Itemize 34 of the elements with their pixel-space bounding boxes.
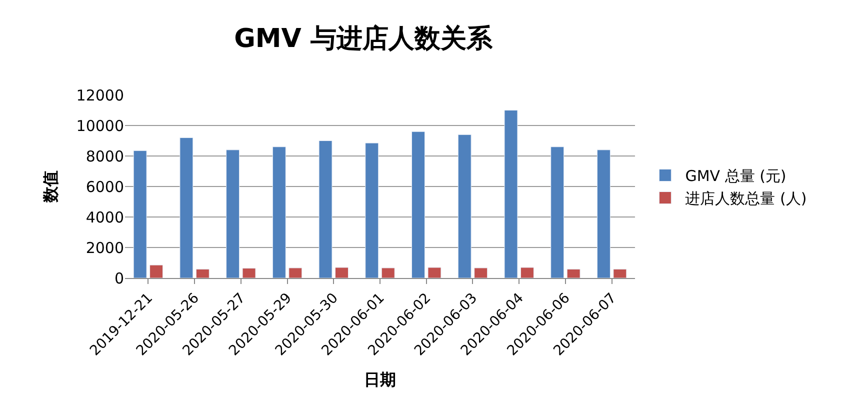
legend-label: GMV 总量 (元) xyxy=(685,167,786,186)
bar xyxy=(226,150,240,278)
bar xyxy=(458,134,472,278)
bar xyxy=(504,110,518,278)
bar xyxy=(474,268,488,278)
bar xyxy=(613,268,627,278)
bar xyxy=(412,131,425,278)
y-tick-label: 6000 xyxy=(86,178,124,196)
bar xyxy=(428,267,442,278)
bar xyxy=(288,268,302,278)
chart-title: GMV 与进店人数关系 xyxy=(234,24,494,54)
bar xyxy=(335,267,348,278)
bar xyxy=(596,150,610,278)
y-tick-label: 0 xyxy=(114,269,124,288)
y-tick-label: 4000 xyxy=(86,208,124,226)
legend-label: 进店人数总量 (人) xyxy=(685,190,807,208)
bar xyxy=(133,150,147,278)
bar xyxy=(365,142,379,278)
y-axis-title: 数值 xyxy=(41,170,60,204)
y-tick-label: 8000 xyxy=(86,147,124,166)
y-tick-label: 10000 xyxy=(76,116,124,135)
bar xyxy=(318,140,332,278)
y-tick-label: 12000 xyxy=(76,86,124,104)
bar xyxy=(566,268,580,278)
bar xyxy=(381,268,395,278)
bar xyxy=(272,146,286,278)
bar xyxy=(520,267,534,278)
bar xyxy=(150,264,164,278)
bar xyxy=(550,146,564,278)
x-axis-title: 日期 xyxy=(364,370,396,389)
bar xyxy=(242,268,256,278)
bar xyxy=(180,137,194,278)
bar xyxy=(196,268,210,278)
y-tick-label: 2000 xyxy=(86,238,124,257)
